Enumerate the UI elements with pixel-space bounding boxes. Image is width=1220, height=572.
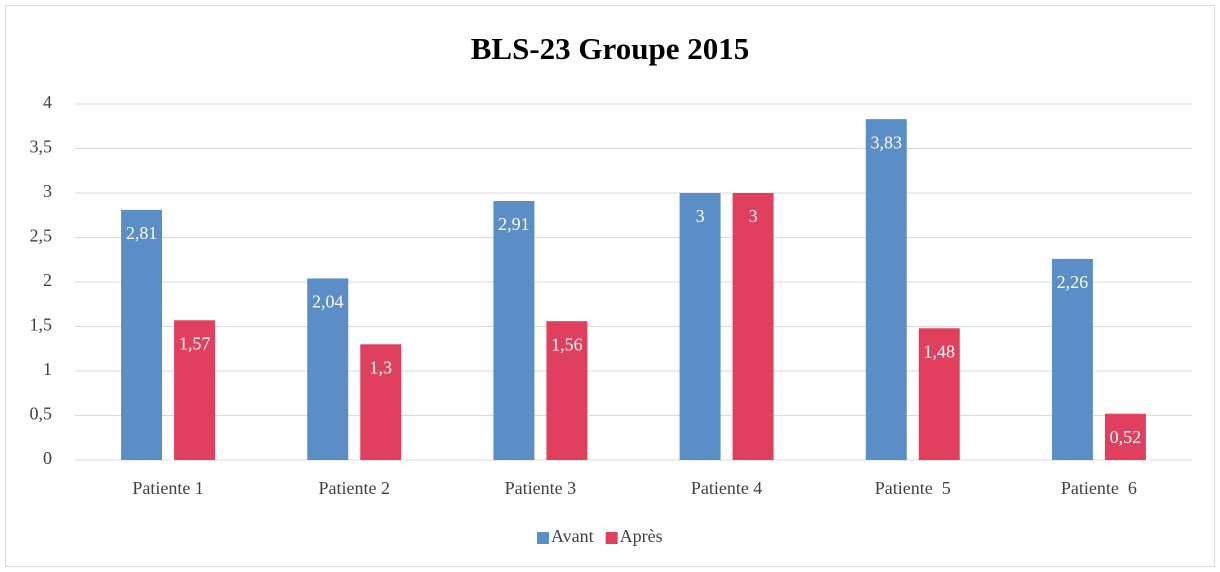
bar	[679, 193, 721, 460]
y-tick-label: 1	[43, 359, 52, 379]
data-label: 2,91	[498, 214, 530, 234]
bar	[732, 193, 774, 460]
x-tick-label: Patiente 6	[1061, 478, 1137, 498]
data-label: 3,83	[871, 132, 903, 152]
y-tick-label: 4	[43, 92, 52, 112]
data-label: 2,04	[312, 292, 344, 312]
y-tick-label: 1,5	[30, 315, 53, 335]
y-tick-label: 2,5	[30, 226, 53, 246]
x-tick-label: Patiente 1	[132, 478, 203, 498]
bar	[865, 119, 907, 460]
bar	[121, 209, 163, 460]
x-tick-label: Patiente 5	[875, 478, 951, 498]
data-label: 3	[749, 206, 758, 226]
data-label: 2,26	[1057, 272, 1089, 292]
x-tick-label: Patiente 4	[691, 478, 762, 498]
y-tick-label: 0	[43, 448, 52, 468]
legend-swatch	[537, 532, 549, 544]
bar	[493, 201, 535, 460]
data-label: 1,48	[924, 341, 956, 361]
y-tick-label: 2	[43, 270, 52, 290]
bar	[307, 278, 349, 460]
x-tick-label: Patiente 3	[505, 478, 576, 498]
chart-border	[5, 5, 1215, 567]
x-tick-label: Patiente 2	[319, 478, 390, 498]
data-label: 0,52	[1110, 427, 1142, 447]
bar	[360, 344, 402, 460]
data-label: 1,56	[551, 334, 583, 354]
bar	[174, 320, 216, 460]
bar	[1051, 258, 1093, 460]
data-label: 1,57	[179, 333, 211, 353]
legend-label: Avant	[551, 526, 594, 546]
y-tick-label: 3	[43, 181, 52, 201]
legend-label: Après	[620, 526, 663, 546]
data-label: 3	[696, 206, 705, 226]
bar	[546, 321, 588, 460]
legend-swatch	[605, 532, 618, 544]
bar	[918, 328, 960, 460]
chart-title: BLS-23 Groupe 2015	[471, 31, 749, 66]
bar	[1104, 413, 1146, 460]
y-tick-label: 3,5	[30, 137, 53, 157]
data-label: 2,81	[126, 223, 158, 243]
y-tick-label: 0,5	[30, 404, 53, 424]
data-label: 1,3	[370, 357, 393, 377]
